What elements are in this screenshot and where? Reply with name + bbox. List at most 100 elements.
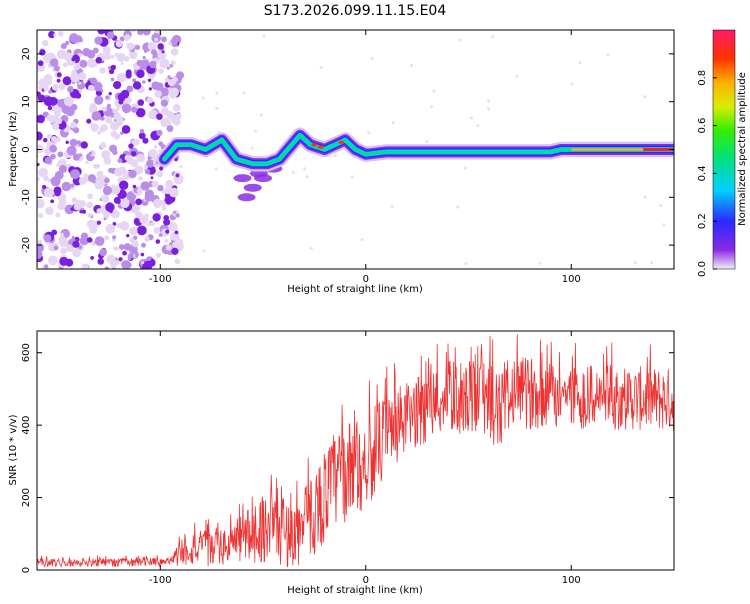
noise-blob — [128, 169, 137, 179]
noise-blob — [78, 153, 83, 157]
colorbar-tick-label: 0.4 — [697, 165, 708, 181]
x-tick-label: 100 — [562, 274, 581, 285]
noise-blob — [65, 106, 75, 117]
noise-speck — [303, 167, 307, 171]
noise-blob — [53, 65, 60, 72]
noise-blob — [142, 137, 149, 144]
noise-blob — [166, 66, 170, 70]
noise-blob — [142, 55, 146, 60]
noise-blob — [164, 238, 169, 243]
noise-speck — [333, 154, 337, 158]
noise-blob — [112, 149, 118, 156]
spectrogram-xlabel: Height of straight line (km) — [287, 284, 423, 295]
noise-speck — [487, 99, 491, 103]
noise-blob — [149, 60, 157, 69]
y-tick-label: -20 — [21, 237, 32, 253]
noise-speck — [370, 57, 374, 61]
noise-blob — [92, 180, 96, 184]
noise-blob — [57, 30, 64, 37]
noise-blob — [153, 145, 158, 149]
noise-blob — [156, 113, 163, 120]
noise-blob — [134, 44, 141, 50]
noise-blob — [123, 55, 130, 62]
noise-blob — [144, 50, 148, 54]
noise-blob — [110, 77, 115, 82]
colorbar-label: Normalized spectral amplitude — [737, 72, 748, 226]
x-tick-label: 0 — [363, 274, 369, 285]
noise-blob — [175, 213, 180, 218]
noise-blob — [50, 176, 61, 187]
noise-blob — [167, 78, 176, 87]
noise-speck — [476, 123, 480, 127]
noise-blob — [63, 96, 74, 107]
noise-blob — [113, 112, 121, 120]
noise-blob — [73, 202, 82, 211]
noise-blob — [99, 142, 107, 149]
noise-blob — [41, 78, 45, 82]
noise-blob — [174, 230, 179, 235]
noise-blob — [137, 99, 145, 106]
noise-blob — [86, 118, 92, 124]
y-tick-label: -10 — [21, 189, 32, 205]
noise-blob — [51, 122, 60, 131]
noise-speck — [487, 107, 491, 111]
noise-blob — [90, 77, 98, 85]
noise-blob — [142, 80, 146, 84]
noise-blob — [104, 266, 110, 269]
noise-blob — [99, 115, 105, 121]
noise-speck — [291, 171, 295, 175]
noise-blob — [37, 144, 44, 154]
noise-blob — [71, 69, 77, 76]
noise-blob — [53, 245, 59, 251]
noise-blob — [99, 248, 107, 257]
noise-blob — [170, 60, 176, 66]
noise-blob — [105, 95, 110, 100]
noise-blob — [158, 149, 162, 153]
noise-blob — [67, 86, 74, 93]
noise-blob — [138, 132, 146, 140]
noise-blob — [150, 49, 157, 56]
noise-blob — [70, 207, 74, 211]
noise-blob — [56, 72, 62, 78]
noise-blob — [87, 80, 91, 84]
noise-blob — [161, 206, 167, 211]
noise-blob — [89, 103, 97, 110]
noise-blob — [171, 247, 179, 255]
noise-blob — [123, 243, 132, 251]
noise-blob — [136, 153, 146, 163]
y-tick-label: 20 — [21, 48, 32, 61]
noise-blob — [62, 62, 68, 68]
colorbar: 0.0 0.2 0.4 0.6 0.8 Normalized spectral ampl… — [697, 29, 748, 277]
noise-blob — [49, 58, 59, 67]
noise-blob — [88, 151, 93, 155]
spectrogram-ylabel: Frequency (Hz) — [8, 111, 19, 187]
noise-blob — [152, 213, 161, 222]
noise-blob — [137, 30, 144, 36]
noise-speck — [410, 64, 414, 68]
noise-blob — [133, 138, 140, 146]
hot-spot — [317, 145, 324, 149]
noise-blob — [86, 201, 93, 209]
noise-blob — [103, 157, 112, 165]
noise-blob — [70, 183, 75, 188]
noise-blob — [48, 255, 58, 266]
noise-speck — [360, 238, 364, 242]
snr-axes: -100 0 100 0 200 400 600 — [21, 331, 674, 586]
noise-blob — [94, 236, 105, 246]
noise-blob — [156, 170, 164, 178]
noise-blob — [61, 181, 72, 192]
noise-blob — [58, 83, 66, 91]
noise-blob — [135, 107, 146, 118]
noise-speck — [633, 261, 637, 265]
noise-blob — [47, 105, 53, 111]
noise-blob — [139, 214, 149, 225]
noise-blob — [102, 185, 113, 196]
noise-blob — [120, 61, 124, 65]
noise-blob — [119, 221, 130, 231]
noise-blob — [97, 130, 102, 135]
noise-blob — [110, 212, 115, 217]
noise-blob — [53, 110, 61, 118]
noise-blob — [112, 246, 117, 250]
noise-blob — [53, 33, 57, 37]
noise-blob — [96, 220, 102, 225]
